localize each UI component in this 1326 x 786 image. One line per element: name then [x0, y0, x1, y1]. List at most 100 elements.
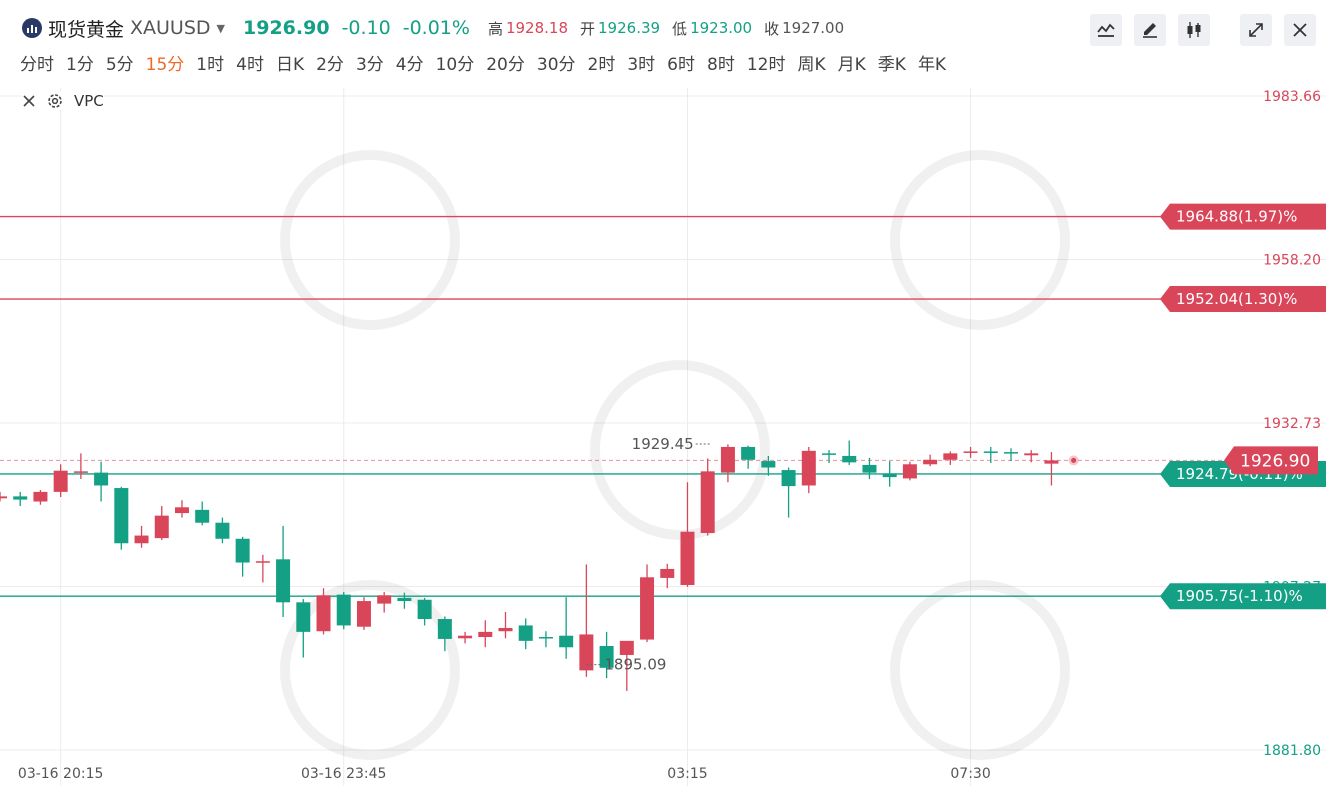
candle-style-button[interactable]: [1178, 14, 1210, 46]
low-value: 1923.00: [690, 19, 753, 37]
candle: [559, 597, 574, 659]
period-tab[interactable]: 10分: [435, 55, 475, 75]
high-label: 高: [487, 19, 503, 38]
candle: [983, 446, 998, 464]
candle-body: [943, 453, 958, 460]
remove-indicator-button[interactable]: [22, 94, 36, 108]
candle: [518, 618, 533, 650]
live-dot: [1071, 457, 1077, 463]
period-tab[interactable]: 6时: [667, 55, 695, 75]
watermark-ring: [590, 360, 770, 540]
period-tab[interactable]: 周K: [797, 55, 826, 75]
period-tab[interactable]: 30分: [536, 55, 576, 75]
candle: [741, 445, 756, 469]
period-tab[interactable]: 2时: [587, 55, 616, 75]
candle-body: [579, 634, 594, 671]
chevron-down-icon[interactable]: ▼: [216, 21, 226, 35]
watermark-ring: [890, 150, 1070, 330]
candle: [154, 506, 169, 541]
candle: [458, 631, 473, 644]
candle-body: [174, 507, 189, 514]
candle-body: [13, 496, 28, 500]
line-chart-icon: [1097, 23, 1115, 37]
price-level-tag-bg: [1160, 203, 1326, 230]
candle: [13, 491, 28, 507]
candle: [437, 616, 452, 652]
period-tab[interactable]: 日K: [275, 55, 305, 75]
candle-body: [781, 470, 796, 487]
period-tab[interactable]: 分时: [20, 55, 54, 75]
price-level-tag[interactable]: 1905.75(-1.10)%: [1160, 583, 1326, 610]
period-tab[interactable]: 1分: [66, 55, 94, 75]
candle-body: [498, 628, 513, 632]
candle: [356, 597, 371, 630]
open-value: 1926.39: [598, 19, 661, 37]
close-button[interactable]: [1284, 14, 1316, 46]
candle-body: [397, 597, 412, 602]
period-tab[interactable]: 1时: [196, 55, 225, 75]
watermark: [280, 150, 1070, 760]
candle-body: [902, 464, 917, 479]
candle-body: [700, 471, 715, 533]
period-tab[interactable]: 月K: [837, 55, 866, 75]
symbol-name[interactable]: 现货黄金: [48, 18, 125, 41]
candle: [417, 597, 432, 626]
candle: [215, 517, 230, 544]
candle-body: [923, 459, 938, 465]
period-tab[interactable]: 20分: [486, 55, 525, 75]
symbol-code[interactable]: XAUUSD: [130, 17, 211, 39]
candle-body: [458, 635, 473, 639]
draw-button[interactable]: [1134, 14, 1166, 46]
candle: [498, 611, 513, 639]
annotations: 1929.45 1895.09: [586, 435, 712, 674]
period-tab[interactable]: 3分: [355, 55, 384, 75]
annotation-label: 1895.09: [604, 656, 666, 674]
watermark-ring: [280, 580, 460, 760]
horizontal-lines[interactable]: [0, 215, 1326, 597]
candle: [822, 450, 837, 464]
candle-body: [255, 561, 270, 563]
candle: [640, 564, 655, 643]
candle-body: [842, 455, 857, 463]
period-tab[interactable]: 2分: [316, 55, 344, 75]
gear-icon: [48, 94, 62, 108]
candle-body: [114, 488, 129, 544]
period-tab[interactable]: 12时: [746, 55, 786, 75]
last-price-tag-bg: [1224, 446, 1318, 475]
period-tab[interactable]: 季K: [877, 55, 906, 75]
candle-body: [94, 472, 109, 486]
candle: [923, 454, 938, 467]
period-tab[interactable]: 年K: [917, 55, 947, 75]
candle: [1024, 450, 1039, 463]
price-level-tag[interactable]: 1964.88(1.97)%: [1160, 203, 1326, 230]
fullscreen-button[interactable]: [1240, 14, 1272, 46]
period-tab[interactable]: 8时: [707, 55, 735, 75]
candle-body: [53, 470, 68, 492]
watermark-ring: [280, 150, 460, 330]
candle: [842, 440, 857, 465]
indicator-settings-button[interactable]: [46, 92, 64, 110]
candle: [902, 461, 917, 481]
candle: [1044, 452, 1059, 486]
y-tick-label: 1958.20: [1263, 252, 1321, 268]
y-tick-label: 1983.66: [1263, 89, 1321, 105]
candle: [862, 457, 877, 480]
period-tab[interactable]: 15分: [145, 55, 185, 75]
candle-body: [761, 461, 776, 468]
candle-body: [1044, 460, 1059, 464]
period-tab[interactable]: 5分: [105, 55, 134, 75]
line-chart-button[interactable]: [1090, 14, 1122, 46]
line-labels[interactable]: 1964.88(1.97)%1952.04(1.30)%1924.79(-0.1…: [1160, 203, 1326, 610]
price-level-tag[interactable]: 1952.04(1.30)%: [1160, 286, 1326, 313]
period-tab[interactable]: 3时: [627, 55, 656, 75]
candle-body: [437, 619, 452, 639]
pencil-icon: [1143, 23, 1157, 38]
candle: [195, 501, 210, 526]
price-level-tag-text: 1952.04(1.30)%: [1176, 290, 1297, 308]
period-tab[interactable]: 4时: [236, 55, 264, 75]
candle: [134, 525, 149, 548]
period-tabs: 分时 1分 5分 15分 1时 4时 日K 2分 3分 4分 10分 20分 30分 2时 3时 6时 8时 12…: [14, 52, 952, 78]
period-tab[interactable]: 4分: [395, 55, 424, 75]
